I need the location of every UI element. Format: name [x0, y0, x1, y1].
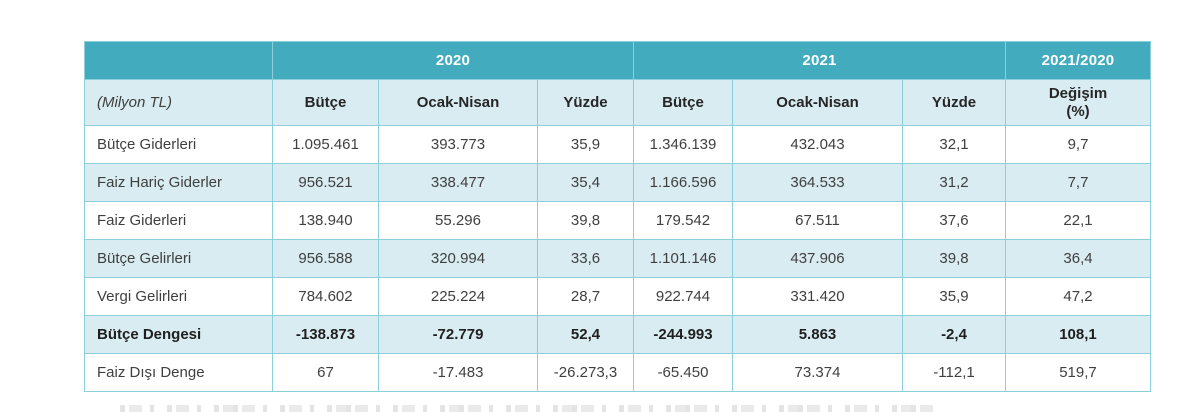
- clipped-caption-fragment: [120, 405, 940, 412]
- value-cell: 393.773: [378, 125, 538, 164]
- value-cell: 108,1: [1005, 315, 1151, 354]
- value-cell: 36,4: [1005, 239, 1151, 278]
- value-cell: 956.588: [272, 239, 379, 278]
- row-label: Bütçe Gelirleri: [84, 239, 273, 278]
- year-group-header-row: 2020 2021 2021/2020: [84, 41, 1151, 80]
- value-cell: 22,1: [1005, 201, 1151, 240]
- table-row: Faiz Dışı Denge 67 -17.483 -26.273,3 -65.450…: [84, 353, 1151, 392]
- row-label: Vergi Gelirleri: [84, 277, 273, 316]
- value-cell: 179.542: [633, 201, 733, 240]
- col-group-2021: 2021: [633, 41, 1006, 80]
- value-cell: 956.521: [272, 163, 379, 202]
- table-body: Bütçe Giderleri 1.095.461 393.773 35,9 1.346…: [84, 125, 1151, 392]
- value-cell: 338.477: [378, 163, 538, 202]
- value-cell: 784.602: [272, 277, 379, 316]
- col-group-change: 2021/2020: [1005, 41, 1151, 80]
- unit-label: (Milyon TL): [84, 79, 273, 126]
- col-header-butce-2020: Bütçe: [272, 79, 379, 126]
- row-label: Faiz Hariç Giderler: [84, 163, 273, 202]
- col-header-yuzde-2021: Yüzde: [902, 79, 1006, 126]
- value-cell: 320.994: [378, 239, 538, 278]
- value-cell: 9,7: [1005, 125, 1151, 164]
- value-cell: -65.450: [633, 353, 733, 392]
- col-header-ocak-nisan-2021: Ocak-Nisan: [732, 79, 903, 126]
- value-cell: 331.420: [732, 277, 903, 316]
- table-row: Faiz Hariç Giderler 956.521 338.477 35,4 1.1…: [84, 163, 1151, 202]
- value-cell: 364.533: [732, 163, 903, 202]
- value-cell: 437.906: [732, 239, 903, 278]
- value-cell: 5.863: [732, 315, 903, 354]
- value-cell: 225.224: [378, 277, 538, 316]
- col-header-yuzde-2020: Yüzde: [537, 79, 634, 126]
- row-label: Faiz Dışı Denge: [84, 353, 273, 392]
- col-header-ocak-nisan-2020: Ocak-Nisan: [378, 79, 538, 126]
- table-row: Bütçe Dengesi -138.873 -72.779 52,4 -244.993…: [84, 315, 1151, 354]
- value-cell: 33,6: [537, 239, 634, 278]
- value-cell: 52,4: [537, 315, 634, 354]
- value-cell: 37,6: [902, 201, 1006, 240]
- table-row: Bütçe Gelirleri 956.588 320.994 33,6 1.101.1…: [84, 239, 1151, 278]
- value-cell: 1.095.461: [272, 125, 379, 164]
- value-cell: 1.101.146: [633, 239, 733, 278]
- corner-cell: [84, 41, 273, 80]
- value-cell: 432.043: [732, 125, 903, 164]
- value-cell: 39,8: [537, 201, 634, 240]
- value-cell: 35,9: [902, 277, 1006, 316]
- value-cell: 73.374: [732, 353, 903, 392]
- value-cell: 55.296: [378, 201, 538, 240]
- value-cell: 35,4: [537, 163, 634, 202]
- row-label: Bütçe Giderleri: [84, 125, 273, 164]
- value-cell: -244.993: [633, 315, 733, 354]
- value-cell: -2,4: [902, 315, 1006, 354]
- value-cell: 35,9: [537, 125, 634, 164]
- value-cell: 67.511: [732, 201, 903, 240]
- value-cell: 39,8: [902, 239, 1006, 278]
- table-row: Bütçe Giderleri 1.095.461 393.773 35,9 1.346…: [84, 125, 1151, 164]
- value-cell: -17.483: [378, 353, 538, 392]
- col-header-butce-2021: Bütçe: [633, 79, 733, 126]
- value-cell: 31,2: [902, 163, 1006, 202]
- value-cell: -112,1: [902, 353, 1006, 392]
- value-cell: 922.744: [633, 277, 733, 316]
- value-cell: -72.779: [378, 315, 538, 354]
- col-group-2020: 2020: [272, 41, 634, 80]
- value-cell: -138.873: [272, 315, 379, 354]
- value-cell: 519,7: [1005, 353, 1151, 392]
- row-label: Bütçe Dengesi: [84, 315, 273, 354]
- value-cell: 1.166.596: [633, 163, 733, 202]
- value-cell: -26.273,3: [537, 353, 634, 392]
- row-label: Faiz Giderleri: [84, 201, 273, 240]
- value-cell: 47,2: [1005, 277, 1151, 316]
- value-cell: 7,7: [1005, 163, 1151, 202]
- value-cell: 67: [272, 353, 379, 392]
- value-cell: 138.940: [272, 201, 379, 240]
- value-cell: 28,7: [537, 277, 634, 316]
- table-row: Faiz Giderleri 138.940 55.296 39,8 179.542 67…: [84, 201, 1151, 240]
- budget-table: 2020 2021 2021/2020 (Milyon TL) Bütçe Oc…: [84, 41, 1151, 392]
- column-header-row: (Milyon TL) Bütçe Ocak-Nisan Yüzde Bütçe…: [84, 79, 1151, 126]
- col-header-degisim: Değişim (%): [1005, 79, 1151, 126]
- value-cell: 1.346.139: [633, 125, 733, 164]
- table-row: Vergi Gelirleri 784.602 225.224 28,7 922.744…: [84, 277, 1151, 316]
- value-cell: 32,1: [902, 125, 1006, 164]
